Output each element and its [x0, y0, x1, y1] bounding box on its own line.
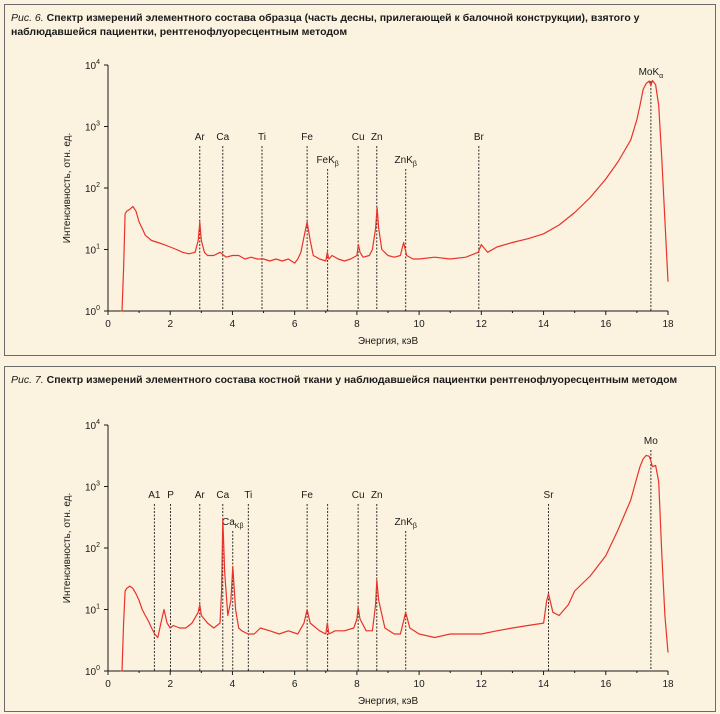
- y-tick-label: 102: [85, 542, 100, 555]
- element-marker-label: MoKα: [639, 67, 664, 80]
- y-axis-label: Интенсивность, отн. ед.: [62, 493, 73, 604]
- x-tick-label: 8: [354, 679, 360, 690]
- element-marker-label: Cu: [352, 132, 365, 143]
- caption-text: Спектр измерений элементного состава кос…: [46, 374, 678, 386]
- element-marker-label: ZnKβ: [395, 155, 417, 168]
- element-marker-label: P: [167, 490, 174, 501]
- element-marker-label: Ar: [195, 132, 206, 143]
- x-tick-label: 0: [105, 679, 111, 690]
- element-marker-label: Ti: [244, 490, 252, 501]
- y-tick-label: 103: [85, 481, 100, 494]
- figure-label: Рис. 6.: [11, 12, 44, 24]
- spectrum-line: [120, 79, 669, 312]
- x-tick-label: 6: [292, 679, 298, 690]
- y-tick-label: 102: [85, 182, 100, 195]
- element-marker-label: Zn: [371, 132, 383, 143]
- element-marker-label: Zn: [371, 490, 383, 501]
- element-marker-label: Fe: [301, 490, 313, 501]
- x-tick-label: 14: [538, 319, 550, 330]
- x-tick-label: 16: [600, 679, 612, 690]
- x-tick-label: 10: [414, 679, 426, 690]
- y-tick-label: 104: [85, 59, 100, 72]
- element-marker-label: Cu: [352, 490, 365, 501]
- y-axis-label: Интенсивность, отн. ед.: [62, 133, 73, 244]
- spectrum-line: [120, 454, 669, 672]
- element-marker-label: Br: [474, 132, 485, 143]
- element-marker-label: A1: [148, 490, 161, 501]
- x-tick-label: 2: [167, 679, 173, 690]
- figure-label: Рис. 7.: [11, 374, 44, 386]
- x-axis-label: Энергия, кэВ: [358, 336, 419, 347]
- element-marker-label: Fe: [301, 132, 313, 143]
- x-tick-label: 4: [230, 319, 236, 330]
- element-marker-label: CaKβ: [222, 517, 244, 530]
- figure-panel-6: Рис. 6. Спектр измерений элементного сос…: [4, 4, 716, 356]
- figure-panel-7: Рис. 7. Спектр измерений элементного сос…: [4, 366, 716, 712]
- element-marker-label: Mo: [644, 436, 658, 447]
- spectrum-chart-7: 0 2 4 6 8 10 12 14 16 18 100 101 102 103 104 Энергия, к…: [62, 419, 674, 707]
- spectrum-chart-6: 0 2 4 6 8 10 12 14 16 18 100 101 102 103 104 Энергия, к…: [62, 59, 674, 347]
- y-tick-label: 103: [85, 121, 100, 134]
- x-tick-label: 8: [354, 319, 360, 330]
- x-tick-label: 12: [476, 319, 488, 330]
- x-tick-label: 10: [414, 319, 426, 330]
- y-tick-label: 104: [85, 419, 100, 432]
- x-tick-label: 4: [230, 679, 236, 690]
- figure-caption: Рис. 6. Спектр измерений элементного сос…: [11, 11, 701, 39]
- x-tick-label: 16: [600, 319, 612, 330]
- element-marker-label: Ar: [195, 490, 206, 501]
- y-tick-label: 100: [85, 305, 100, 318]
- element-marker-label: Ca: [216, 132, 229, 143]
- x-tick-label: 18: [662, 319, 674, 330]
- element-marker-label: ZnKβ: [395, 517, 417, 530]
- x-tick-label: 0: [105, 319, 111, 330]
- x-tick-label: 2: [167, 319, 173, 330]
- element-marker-label: Ca: [216, 490, 229, 501]
- x-tick-label: 14: [538, 679, 550, 690]
- element-marker-label: Sr: [544, 490, 555, 501]
- figure-caption: Рис. 7. Спектр измерений элементного сос…: [11, 373, 701, 387]
- element-marker-label: Ti: [258, 132, 266, 143]
- x-tick-label: 12: [476, 679, 488, 690]
- element-marker-label: FeKβ: [316, 155, 338, 168]
- y-tick-label: 101: [85, 244, 100, 257]
- caption-text: Спектр измерений элементного состава обр…: [11, 12, 640, 38]
- y-tick-label: 101: [85, 604, 100, 617]
- y-tick-label: 100: [85, 665, 100, 678]
- x-tick-label: 18: [662, 679, 674, 690]
- x-axis-label: Энергия, кэВ: [358, 696, 419, 707]
- x-tick-label: 6: [292, 319, 298, 330]
